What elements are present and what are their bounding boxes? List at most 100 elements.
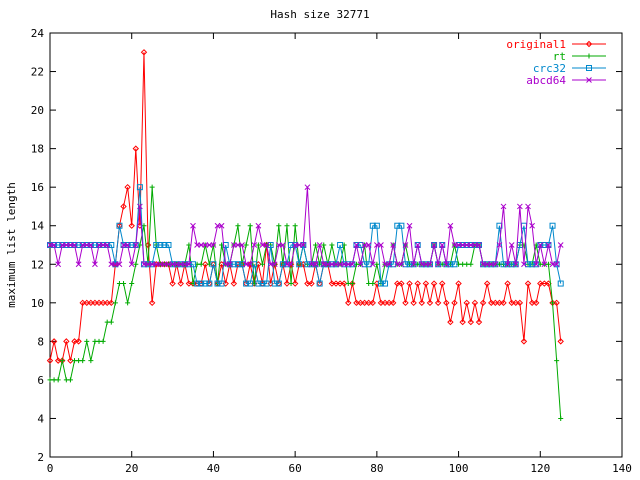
y-tick-label: 6 [37, 374, 44, 387]
data-point-abcd64 [267, 261, 274, 268]
data-point-abcd64 [51, 242, 57, 248]
data-point-original1 [357, 299, 364, 307]
data-point-original1 [520, 338, 528, 345]
data-point-rt [349, 281, 355, 287]
data-point-abcd64 [153, 261, 160, 268]
data-point-crc32 [357, 242, 364, 248]
data-point-rt [84, 338, 90, 344]
data-point-abcd64 [382, 261, 388, 268]
data-point-rt [198, 261, 204, 267]
data-point-abcd64 [369, 261, 376, 268]
data-point-original1 [488, 299, 495, 307]
data-point-crc32 [304, 261, 311, 268]
data-point-crc32 [279, 261, 286, 268]
data-point-abcd64 [161, 261, 168, 268]
chart-title: Hash size 32771 [270, 8, 369, 21]
data-point-original1 [422, 280, 430, 287]
data-point-original1 [177, 280, 184, 287]
data-point-abcd64 [496, 242, 503, 248]
data-point-abcd64 [414, 242, 421, 248]
data-point-crc32 [288, 242, 295, 248]
data-point-abcd64 [226, 261, 233, 268]
data-point-abcd64 [186, 261, 192, 268]
data-point-abcd64 [222, 261, 229, 268]
data-point-original1 [103, 299, 111, 307]
data-point-abcd64 [177, 261, 184, 268]
data-point-original1 [361, 299, 368, 307]
y-tick-label: 18 [31, 143, 44, 156]
data-point-rt [100, 338, 106, 344]
data-point-abcd64 [333, 261, 339, 268]
data-point-rt [292, 223, 298, 229]
data-point-crc32 [202, 280, 209, 287]
data-point-abcd64 [206, 242, 213, 248]
y-axis-label: maximum list length [5, 182, 18, 308]
data-point-crc32 [251, 261, 258, 268]
data-point-abcd64 [255, 222, 262, 229]
data-point-rt [243, 242, 249, 248]
data-point-crc32 [398, 222, 405, 229]
data-point-abcd64 [55, 261, 62, 268]
data-point-abcd64 [243, 261, 249, 268]
series-abcd64 [47, 184, 564, 268]
data-point-original1 [291, 280, 299, 287]
data-point-original1 [91, 299, 99, 307]
data-point-original1 [524, 280, 532, 287]
data-point-abcd64 [386, 261, 392, 268]
data-point-crc32 [316, 280, 323, 287]
data-point-original1 [79, 299, 86, 307]
y-tick-label: 4 [37, 412, 44, 425]
data-point-original1 [418, 299, 426, 307]
data-point-abcd64 [128, 261, 135, 268]
data-point-crc32 [239, 261, 246, 268]
data-point-abcd64 [324, 261, 331, 268]
data-point-original1 [140, 49, 148, 56]
data-point-abcd64 [443, 261, 450, 268]
data-point-abcd64 [316, 242, 323, 248]
data-point-original1 [532, 299, 540, 307]
data-point-original1 [467, 318, 475, 326]
data-point-crc32 [500, 261, 507, 268]
data-point-abcd64 [418, 261, 425, 268]
data-point-original1 [528, 299, 536, 307]
y-tick-label: 16 [31, 181, 44, 194]
data-point-crc32 [153, 242, 160, 248]
data-point-crc32 [267, 242, 274, 248]
data-point-original1 [124, 183, 131, 191]
data-point-rt [112, 300, 118, 306]
data-point-original1 [394, 280, 401, 287]
data-point-rt [247, 223, 253, 229]
data-point-original1 [99, 299, 107, 307]
data-point-abcd64 [451, 242, 458, 248]
data-point-crc32 [451, 261, 458, 268]
legend-marker-rt [586, 53, 592, 59]
data-point-crc32 [435, 261, 442, 268]
data-point-abcd64 [529, 222, 535, 229]
data-point-abcd64 [553, 261, 560, 268]
data-point-abcd64 [157, 261, 164, 268]
data-point-abcd64 [88, 242, 94, 248]
series-layer [46, 49, 564, 421]
data-point-original1 [426, 299, 434, 307]
x-tick-label: 60 [289, 462, 302, 475]
data-point-abcd64 [116, 261, 123, 268]
data-point-rt [88, 358, 94, 364]
data-point-crc32 [447, 261, 454, 268]
data-point-rt [125, 300, 131, 306]
data-point-abcd64 [545, 242, 552, 248]
data-point-original1 [553, 299, 560, 307]
data-point-rt [108, 319, 114, 325]
data-point-abcd64 [537, 242, 544, 248]
data-point-crc32 [439, 242, 446, 248]
data-point-original1 [479, 299, 487, 307]
data-point-abcd64 [427, 261, 433, 268]
data-point-crc32 [116, 222, 123, 229]
data-point-abcd64 [104, 242, 111, 248]
data-point-rt [67, 377, 73, 383]
data-point-abcd64 [312, 261, 319, 268]
data-point-abcd64 [292, 242, 298, 248]
data-point-crc32 [541, 242, 548, 248]
data-point-original1 [283, 280, 291, 287]
data-point-abcd64 [533, 261, 540, 268]
